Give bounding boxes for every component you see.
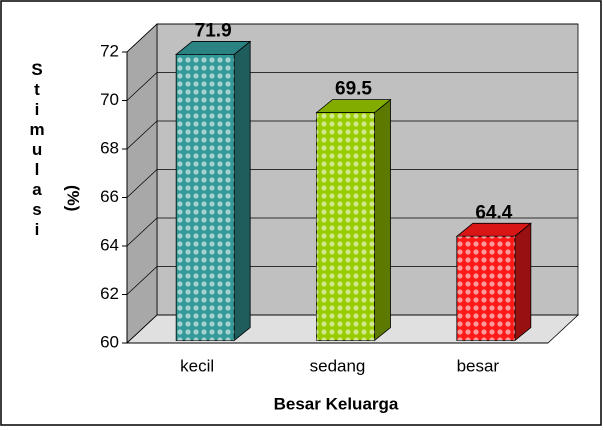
bar-pattern [456,236,515,341]
plot-area: 60 62 64 66 68 70 72 kecil 71.9 sedang 69.5 besar 64… [100,20,580,375]
x-tick-label: besar [457,356,500,375]
y-axis-label: Stimulasi [28,60,47,240]
grid-line [126,120,578,150]
x-axis-label: Besar Keluarga [274,394,399,413]
grid-line [126,217,578,247]
y-tick-label: 72 [100,41,119,60]
bar [315,98,392,342]
grid-line [126,23,578,53]
grid-line [126,266,578,295]
y-axis-unit: (%) [64,185,83,211]
x-tick-label: kecil [180,356,214,375]
bar-side [374,98,391,342]
y-tick-label: 66 [100,187,119,206]
bar [455,222,532,342]
grid-line [126,169,578,198]
bar [175,40,252,342]
y-tick-label: 70 [100,90,119,109]
x-tick-label: sedang [310,356,366,375]
grid-line [126,314,578,344]
value-label: 69.5 [335,79,372,100]
y-tick-label: 62 [100,284,119,303]
bar-side [233,40,251,342]
bar-pattern [316,112,375,341]
value-label: 64.4 [475,202,512,223]
bar-pattern [176,54,235,341]
value-label: 71.9 [195,20,232,41]
y-tick-label: 68 [100,138,119,157]
y-tick-label: 60 [100,332,119,351]
grid-line [126,72,578,101]
y-tick-label: 64 [100,235,119,254]
bar-side [514,222,532,342]
